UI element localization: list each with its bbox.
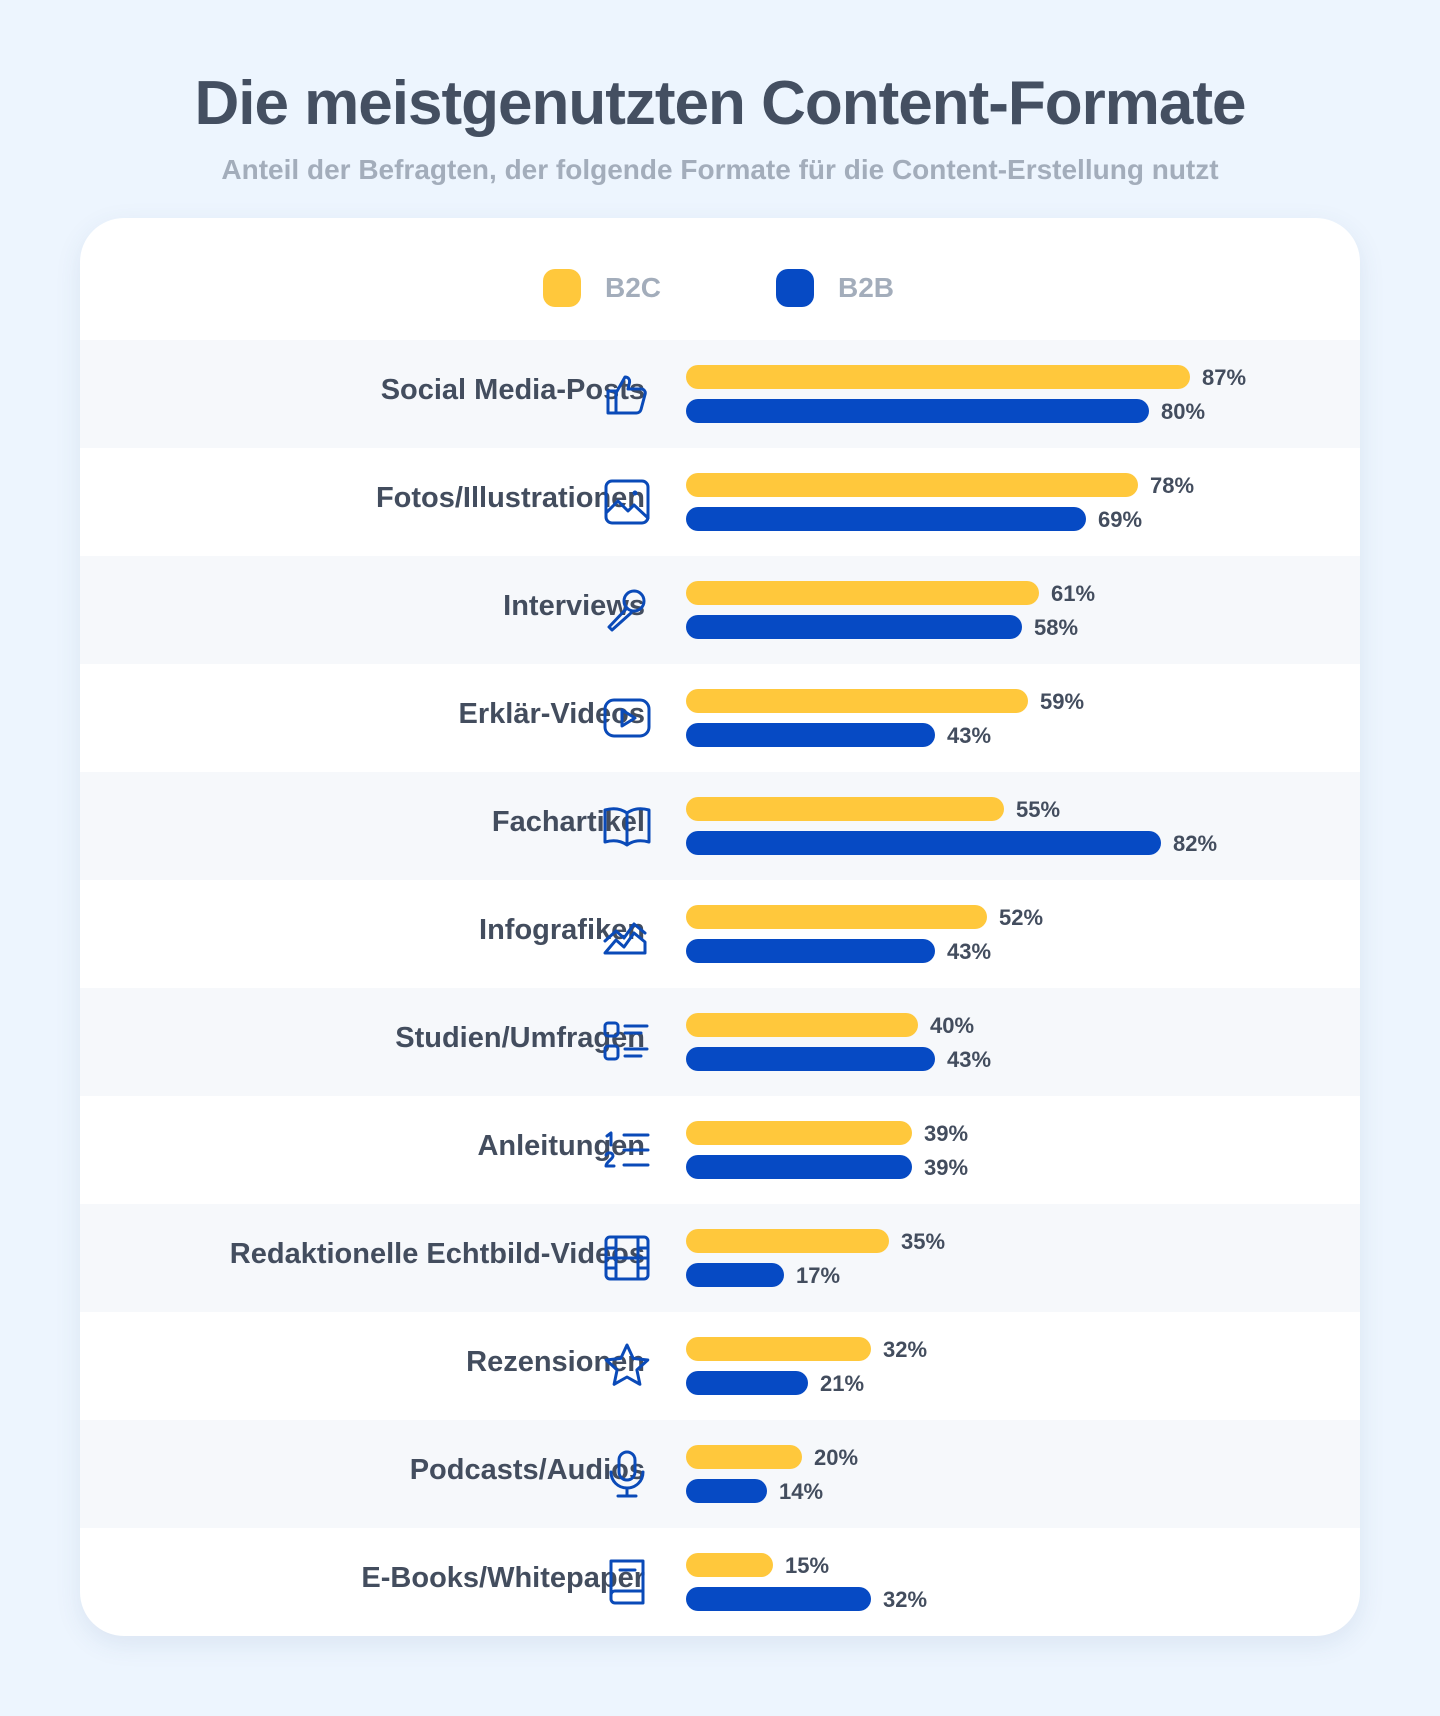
bar-b2c[interactable]	[686, 1445, 802, 1469]
chart-row: Interviews 61% 58%	[80, 556, 1360, 664]
value-label-b2c: 61%	[1051, 581, 1096, 606]
category-label: Fotos/Illustrationen	[375, 482, 645, 514]
legend-swatch-b2c	[543, 269, 581, 307]
chart-row: Fotos/Illustrationen 78% 69%	[80, 448, 1360, 556]
value-label-b2b: 58%	[1034, 615, 1079, 640]
value-label-b2b: 32%	[883, 1587, 928, 1612]
bar-b2b[interactable]	[686, 723, 935, 747]
category-label: Anleitungen	[477, 1130, 645, 1162]
bar-b2b[interactable]	[686, 1371, 808, 1395]
bar-b2c[interactable]	[686, 473, 1138, 497]
value-label-b2c: 39%	[924, 1121, 969, 1146]
chart-row: Fachartikel 55% 82%	[80, 772, 1360, 880]
bar-b2c[interactable]	[686, 797, 1004, 821]
value-label-b2c: 55%	[1016, 797, 1061, 822]
value-label-b2b: 69%	[1098, 507, 1143, 532]
category-label: Interviews	[503, 590, 645, 622]
bar-b2b[interactable]	[686, 1479, 767, 1503]
value-label-b2c: 32%	[883, 1337, 928, 1362]
value-label-b2c: 20%	[814, 1445, 859, 1470]
value-label-b2b: 14%	[779, 1479, 824, 1504]
area-chart-icon	[600, 907, 654, 961]
chart-row: Social Media-Posts 87% 80%	[80, 340, 1360, 448]
value-label-b2c: 40%	[930, 1013, 975, 1038]
bar-b2b[interactable]	[686, 1587, 871, 1611]
bar-b2b[interactable]	[686, 831, 1161, 855]
bar-b2b[interactable]	[686, 1155, 912, 1179]
value-label-b2c: 87%	[1202, 365, 1247, 390]
bar-b2b[interactable]	[686, 615, 1022, 639]
category-label: Erklär-Videos	[458, 698, 645, 730]
ebook-icon	[600, 1555, 654, 1609]
bar-b2c[interactable]	[686, 689, 1028, 713]
bar-b2c[interactable]	[686, 1013, 918, 1037]
video-play-icon	[600, 691, 654, 745]
value-label-b2c: 78%	[1150, 473, 1195, 498]
chart-row: Podcasts/Audios 20% 14%	[80, 1420, 1360, 1528]
legend-label-b2b: B2B	[838, 272, 895, 303]
category-label: Social Media-Posts	[380, 374, 645, 406]
chart-row: Studien/Umfragen 40% 43%	[80, 988, 1360, 1096]
bar-b2c[interactable]	[686, 1553, 773, 1577]
star-icon	[600, 1339, 654, 1393]
open-book-icon	[600, 799, 654, 853]
category-label: Podcasts/Audios	[409, 1454, 645, 1486]
bar-b2c[interactable]	[686, 365, 1190, 389]
legend: B2C B2B	[80, 268, 1360, 308]
bar-b2c[interactable]	[686, 581, 1039, 605]
legend-label-b2c: B2C	[605, 272, 662, 303]
chart-row: E-Books/Whitepaper 15% 32%	[80, 1528, 1360, 1636]
value-label-b2b: 21%	[820, 1371, 865, 1396]
checklist-icon	[600, 1015, 654, 1069]
chart-row: Rezensionen 32% 21%	[80, 1312, 1360, 1420]
value-label-b2c: 35%	[901, 1229, 946, 1254]
chart-card: B2C B2B Social Media-Posts 87% 80% Fotos/Il…	[80, 218, 1360, 1636]
bar-b2b[interactable]	[686, 1263, 784, 1287]
chart-subtitle: Anteil der Befragten, der folgende Forma…	[221, 154, 1219, 185]
category-label: Redaktionelle Echtbild-Videos	[229, 1238, 645, 1270]
microphone-icon	[600, 583, 654, 637]
podcast-microphone-icon	[600, 1447, 654, 1501]
chart-title: Die meistgenutzten Content-Formate	[194, 69, 1246, 138]
category-label: Fachartikel	[491, 806, 645, 838]
image-icon	[600, 475, 654, 529]
legend-swatch-b2b	[776, 269, 814, 307]
bar-b2b[interactable]	[686, 939, 935, 963]
value-label-b2c: 52%	[999, 905, 1044, 930]
chart-row: Infografiken 52% 43%	[80, 880, 1360, 988]
value-label-b2c: 15%	[785, 1553, 830, 1578]
value-label-b2c: 59%	[1040, 689, 1085, 714]
bar-rows: Social Media-Posts 87% 80% Fotos/Illustrati…	[80, 340, 1360, 1636]
bar-b2c[interactable]	[686, 1337, 871, 1361]
bar-b2b[interactable]	[686, 507, 1086, 531]
bar-b2b[interactable]	[686, 399, 1149, 423]
value-label-b2b: 43%	[947, 723, 992, 748]
value-label-b2b: 43%	[947, 1047, 992, 1072]
numbered-list-icon	[600, 1123, 654, 1177]
chart-row: Erklär-Videos 59% 43%	[80, 664, 1360, 772]
category-label: Studien/Umfragen	[395, 1022, 645, 1054]
chart-row: Anleitungen 39% 39%	[80, 1096, 1360, 1204]
bar-b2c[interactable]	[686, 905, 987, 929]
bar-b2c[interactable]	[686, 1229, 889, 1253]
bar-b2c[interactable]	[686, 1121, 912, 1145]
chart-row: Redaktionelle Echtbild-Videos 35% 17%	[80, 1204, 1360, 1312]
category-label: E-Books/Whitepaper	[361, 1562, 645, 1594]
film-icon	[600, 1231, 654, 1285]
bar-b2b[interactable]	[686, 1047, 935, 1071]
value-label-b2b: 39%	[924, 1155, 969, 1180]
thumbs-up-icon	[600, 367, 654, 421]
value-label-b2b: 82%	[1173, 831, 1218, 856]
value-label-b2b: 80%	[1161, 399, 1206, 424]
value-label-b2b: 17%	[796, 1263, 841, 1288]
value-label-b2b: 43%	[947, 939, 992, 964]
